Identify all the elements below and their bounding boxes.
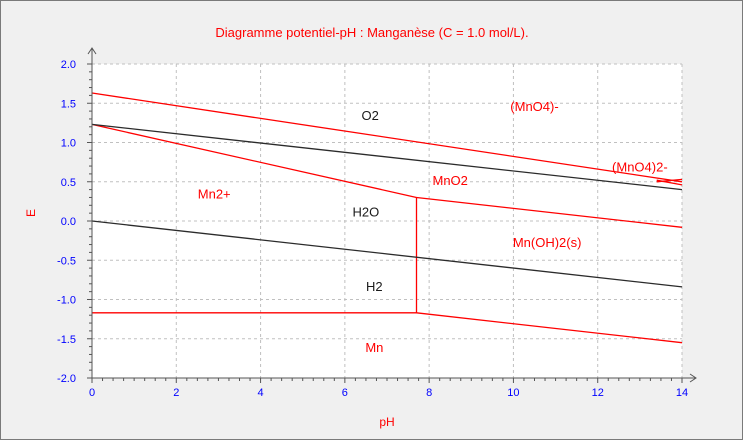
region-label: Mn2+ xyxy=(198,186,231,201)
y-tick-label: -2.0 xyxy=(57,373,76,385)
region-label: O2 xyxy=(361,108,378,123)
y-axis-arrow xyxy=(87,47,97,55)
water-line xyxy=(91,220,683,288)
region-label: Mn xyxy=(365,340,383,355)
x-tick-label: 2 xyxy=(173,387,179,399)
y-tick-label: 1.5 xyxy=(61,98,76,110)
x-axis-label: pH xyxy=(379,415,394,429)
y-tick-label: 1.0 xyxy=(61,138,76,150)
chart-title: Diagramme potentiel-pH : Manganèse (C = … xyxy=(215,25,528,40)
x-axis-arrow xyxy=(689,373,697,383)
axes: 0 2 4 6 8 10 12 14 2.0 1.5 1.0 0.5 0.0 -0.5 -1.0 -1.5 -2… xyxy=(57,47,697,399)
x-tick-label: 6 xyxy=(342,387,348,399)
region-label: (MnO4)- xyxy=(510,99,558,114)
manganese-line xyxy=(416,196,683,228)
y-axis-label: E xyxy=(24,209,38,217)
region-labels: O2 (MnO4)- (MnO4)2- Mn2+ MnO2 H2O Mn(OH)2(s) H2… xyxy=(198,99,668,355)
x-tick-label: 8 xyxy=(426,387,432,399)
y-tick-label: 0.0 xyxy=(61,216,76,228)
y-tick-label: -1.0 xyxy=(57,295,76,307)
grid xyxy=(92,63,683,378)
region-label: H2 xyxy=(366,279,383,294)
region-label: H2O xyxy=(353,204,380,219)
manganese-line xyxy=(91,92,683,183)
manganese-line xyxy=(91,123,417,199)
y-tick-label: -1.5 xyxy=(57,334,76,346)
y-tick-label: -0.5 xyxy=(57,255,76,267)
water-line xyxy=(91,123,683,191)
region-label: (MnO4)2- xyxy=(612,160,668,175)
x-tick-label: 12 xyxy=(592,387,604,399)
region-label: Mn(OH)2(s) xyxy=(513,235,582,250)
region-label: MnO2 xyxy=(433,173,468,188)
y-tick-label: 0.5 xyxy=(61,177,76,189)
series-lines xyxy=(91,92,683,344)
x-tick-label: 14 xyxy=(676,387,688,399)
manganese-line xyxy=(656,178,683,183)
y-tick-label: 2.0 xyxy=(61,59,76,71)
x-tick-label: 10 xyxy=(507,387,519,399)
x-tick-label: 4 xyxy=(258,387,264,399)
manganese-line xyxy=(416,312,683,344)
x-tick-label: 0 xyxy=(89,387,95,399)
